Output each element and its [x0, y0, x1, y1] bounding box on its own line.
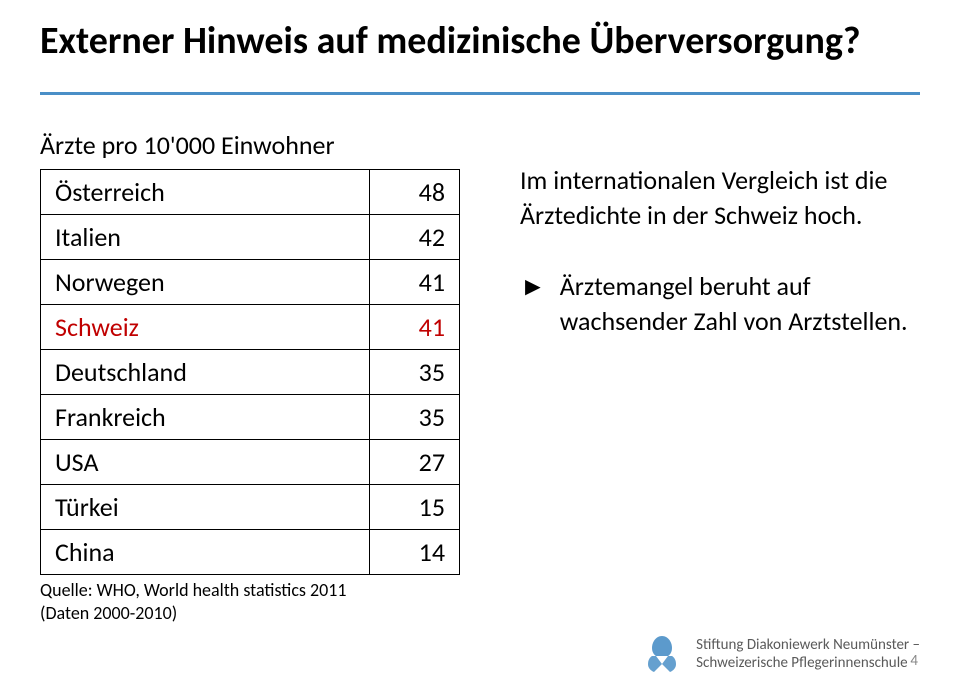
page-title: Externer Hinweis auf medizinische Überve…: [40, 18, 920, 64]
value-cell: 27: [370, 440, 460, 485]
footer-text: Stiftung Diakoniewerk Neumünster – Schwe…: [696, 636, 920, 672]
table-row: Österreich48: [41, 170, 460, 215]
slide-number: 4: [910, 652, 918, 670]
table-source: Quelle: WHO, World health statistics 201…: [40, 579, 460, 624]
table-row: Schweiz41: [41, 305, 460, 350]
value-cell: 41: [370, 305, 460, 350]
country-cell: Frankreich: [41, 395, 370, 440]
table-caption: Ärzte pro 10'000 Einwohner: [40, 129, 460, 161]
country-cell: Deutschland: [41, 350, 370, 395]
table-row: Türkei15: [41, 485, 460, 530]
country-cell: Österreich: [41, 170, 370, 215]
content-area: Ärzte pro 10'000 Einwohner Österreich48I…: [40, 129, 920, 624]
footer: Stiftung Diakoniewerk Neumünster – Schwe…: [642, 634, 920, 674]
logo-icon: [642, 634, 682, 674]
country-cell: USA: [41, 440, 370, 485]
value-cell: 15: [370, 485, 460, 530]
table-row: USA27: [41, 440, 460, 485]
value-cell: 48: [370, 170, 460, 215]
country-cell: Türkei: [41, 485, 370, 530]
source-line: Quelle: WHO, World health statistics 201…: [40, 579, 460, 602]
table-block: Ärzte pro 10'000 Einwohner Österreich48I…: [40, 129, 460, 624]
title-rule: [40, 92, 920, 95]
value-cell: 42: [370, 215, 460, 260]
footer-line: Stiftung Diakoniewerk Neumünster –: [696, 636, 920, 654]
footer-line: Schweizerische Pflegerinnenschule: [696, 654, 920, 672]
bullet-text: Ärztemangel beruht auf wachsender Zahl v…: [560, 269, 920, 339]
table-row: China14: [41, 530, 460, 575]
country-cell: China: [41, 530, 370, 575]
table-row: Frankreich35: [41, 395, 460, 440]
country-cell: Norwegen: [41, 260, 370, 305]
country-cell: Italien: [41, 215, 370, 260]
country-cell: Schweiz: [41, 305, 370, 350]
commentary-para: Im internationalen Vergleich ist die Ärz…: [520, 163, 920, 233]
value-cell: 35: [370, 395, 460, 440]
commentary-bullet: ► Ärztemangel beruht auf wachsender Zahl…: [520, 269, 920, 339]
table-row: Italien42: [41, 215, 460, 260]
value-cell: 41: [370, 260, 460, 305]
table-row: Norwegen41: [41, 260, 460, 305]
value-cell: 35: [370, 350, 460, 395]
commentary: Im internationalen Vergleich ist die Ärz…: [520, 129, 920, 339]
bullet-mark-icon: ►: [520, 269, 546, 339]
doctors-table: Österreich48Italien42Norwegen41Schweiz41…: [40, 169, 460, 575]
source-line: (Daten 2000-2010): [40, 602, 460, 625]
table-row: Deutschland35: [41, 350, 460, 395]
value-cell: 14: [370, 530, 460, 575]
